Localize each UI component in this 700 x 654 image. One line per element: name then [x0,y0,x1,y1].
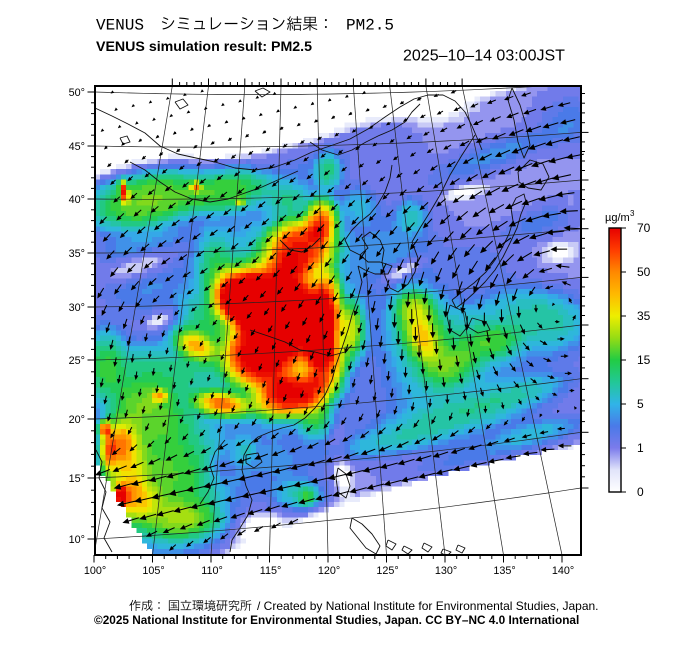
svg-text:110°: 110° [201,565,223,577]
svg-text:50°: 50° [69,87,85,99]
svg-text:120°: 120° [318,565,340,577]
svg-text:µg/m: µg/m [605,212,630,224]
svg-text:5: 5 [637,397,644,411]
svg-text:1: 1 [637,441,644,455]
svg-text:20°: 20° [69,414,85,426]
svg-text:10°: 10° [69,534,85,546]
svg-text:140°: 140° [552,565,574,577]
svg-text:25°: 25° [69,355,85,367]
svg-text:30°: 30° [69,302,85,314]
svg-text:130°: 130° [435,565,457,577]
svg-text:45°: 45° [69,141,85,153]
svg-text:2025–10–14 03:00JST: 2025–10–14 03:00JST [403,48,565,65]
svg-text:35: 35 [637,309,651,323]
svg-text:3: 3 [630,209,635,218]
svg-text:50: 50 [637,265,651,279]
svg-text:0: 0 [637,485,644,499]
svg-text:VENUS simulation result: PM2.5: VENUS simulation result: PM2.5 [96,39,312,55]
svg-text:125°: 125° [376,565,398,577]
svg-text:15: 15 [637,353,651,367]
svg-text:105°: 105° [142,565,164,577]
svg-text:/ Created by National Institut: / Created by National Institute for Envi… [257,599,599,613]
svg-text:©2025 National Institute for E: ©2025 National Institute for Environment… [94,613,579,627]
svg-text:135°: 135° [493,565,515,577]
svg-text:115°: 115° [260,565,282,577]
svg-text:35°: 35° [69,248,85,260]
svg-text:15°: 15° [69,473,85,485]
svg-text:70: 70 [637,221,651,235]
svg-text:40°: 40° [69,194,85,206]
svg-text:100°: 100° [84,565,106,577]
